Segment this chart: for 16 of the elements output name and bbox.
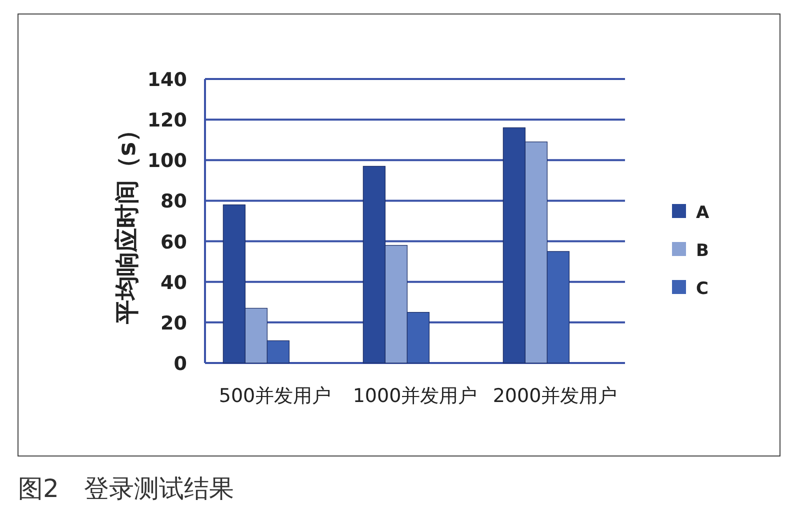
x-tick-label: 1000并发用户 xyxy=(352,385,478,407)
y-tick-label: 80 xyxy=(160,190,187,213)
x-tick-label: 500并发用户 xyxy=(218,385,332,407)
y-tick-label: 40 xyxy=(160,272,187,294)
y-tick-label: 20 xyxy=(160,312,187,334)
caption: 图2 登录测试结果 xyxy=(18,474,234,503)
y-tick-label: 120 xyxy=(147,110,187,132)
y-tick-label: 140 xyxy=(147,69,187,91)
y-tick-label: 100 xyxy=(147,150,187,172)
legend-label: B xyxy=(696,241,709,261)
legend-label: A xyxy=(696,203,710,223)
legend-label: C xyxy=(696,279,708,299)
x-tick-label: 2000并发用户 xyxy=(492,385,618,407)
y-axis-title: 平均响应时间（s） xyxy=(113,118,141,326)
y-tick-label: 60 xyxy=(160,231,187,254)
y-tick-label: 0 xyxy=(174,353,187,375)
